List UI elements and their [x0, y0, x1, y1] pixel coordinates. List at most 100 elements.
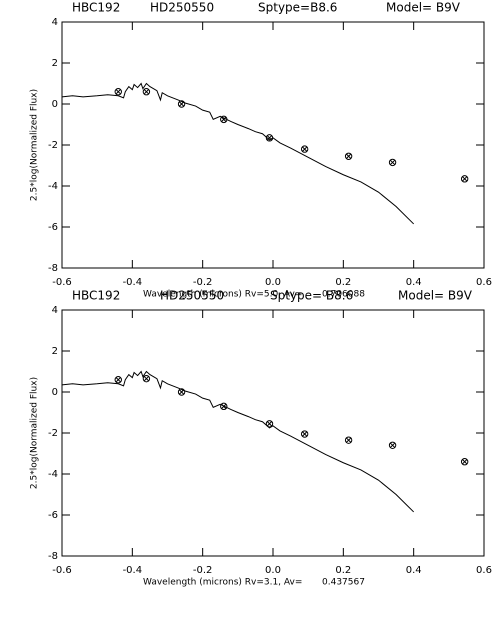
- y-tick-label: 2: [52, 346, 58, 357]
- plot-frame: [61, 309, 485, 557]
- marker-cross: [115, 377, 121, 383]
- x-axis-label: Wavelength (microns) Rv=3.1, Av=: [143, 578, 302, 588]
- y-tick-label: -4: [48, 469, 58, 480]
- observed-point: [177, 388, 186, 396]
- y-tick-label: -2: [48, 428, 58, 439]
- x-tick-label: 0.2: [335, 277, 351, 288]
- av-value: 0.706088: [322, 290, 365, 300]
- marker-circle: [460, 175, 469, 183]
- observed-point: [265, 134, 274, 142]
- observed-point: [460, 175, 469, 183]
- y-tick-label: -2: [48, 140, 58, 151]
- marker-circle: [388, 158, 397, 167]
- x-tick-label: -0.4: [123, 277, 143, 288]
- observed-point: [142, 88, 151, 96]
- observed-point: [220, 402, 228, 411]
- y-tick-label: -8: [48, 551, 58, 562]
- marker-cross: [143, 89, 149, 95]
- observed-point: [114, 88, 122, 96]
- panel: HBC192 HD250550 Sptype= B8.6 Model= B9V 4 2 0 -…: [30, 289, 492, 588]
- marker-circle: [265, 134, 274, 142]
- x-tick-label: 0.4: [406, 277, 422, 288]
- marker-cross: [346, 153, 352, 159]
- marker-cross: [462, 459, 468, 465]
- observed-point: [388, 158, 397, 167]
- y-axis-label: 2.5*log(Normalized Flux): [30, 377, 40, 489]
- y-tick-label: 2: [52, 58, 58, 69]
- y-tick-label: 0: [52, 99, 58, 110]
- y-tick-label: -4: [48, 181, 58, 192]
- observed-point: [344, 436, 353, 444]
- marker-circle: [177, 388, 186, 396]
- marker-cross: [266, 135, 273, 141]
- marker-cross: [115, 89, 121, 95]
- y-tick-label: -6: [48, 222, 58, 233]
- x-tick-label: -0.6: [52, 277, 72, 288]
- model-line: [61, 82, 415, 225]
- observed-point: [177, 100, 186, 108]
- x-tick-label: 0.4: [406, 565, 422, 576]
- marker-cross: [221, 403, 227, 409]
- header-text: HD250550: [160, 289, 224, 303]
- marker-cross: [389, 159, 396, 166]
- x-axis-label: Wavelength (microns) Rv=5.0, Av=: [143, 290, 302, 300]
- x-tick-label: -0.4: [123, 565, 143, 576]
- y-tick-label: 4: [52, 17, 58, 28]
- marker-cross: [221, 116, 227, 122]
- panel: HBC192 HD250550 Sptype=B8.6 Model= B9V 4 2 0 -2…: [30, 1, 492, 300]
- header-text: HD250550: [150, 1, 214, 15]
- header-text: Model= B9V: [398, 289, 473, 303]
- observed-point: [460, 458, 469, 466]
- x-tick-label: -0.6: [52, 565, 72, 576]
- y-tick-label: 4: [52, 305, 58, 316]
- observed-point: [114, 376, 122, 384]
- marker-cross: [302, 431, 308, 437]
- marker-cross: [178, 389, 185, 395]
- marker-circle: [220, 115, 228, 124]
- y-tick-label: -8: [48, 263, 58, 274]
- model-line: [61, 370, 415, 513]
- marker-circle: [265, 420, 274, 428]
- marker-cross: [178, 101, 185, 107]
- header-text: Sptype= B8.6: [270, 289, 353, 303]
- observed-point: [344, 152, 353, 160]
- marker-circle: [142, 374, 151, 383]
- observed-point: [388, 441, 397, 449]
- observed-point: [300, 430, 309, 438]
- header-text: Sptype=B8.6: [258, 1, 337, 15]
- x-tick-label: -0.2: [193, 277, 213, 288]
- marker-circle: [460, 458, 469, 466]
- marker-circle: [220, 402, 228, 411]
- header-text: HBC192: [72, 1, 120, 15]
- x-tick-label: 0.2: [335, 565, 351, 576]
- x-tick-label: 0.6: [476, 565, 492, 576]
- marker-cross: [389, 442, 396, 448]
- y-tick-label: -6: [48, 510, 58, 521]
- observed-point: [220, 115, 228, 124]
- y-tick-label: 0: [52, 387, 58, 398]
- marker-cross: [302, 146, 308, 152]
- marker-circle: [344, 436, 353, 444]
- header-text: Model= B9V: [386, 1, 461, 15]
- marker-circle: [388, 441, 397, 449]
- observed-point: [265, 420, 274, 428]
- y-axis-label: 2.5*log(Normalized Flux): [30, 89, 40, 201]
- observed-point: [142, 374, 151, 383]
- av-value: 0.437567: [322, 578, 365, 588]
- marker-circle: [114, 88, 122, 96]
- marker-circle: [142, 88, 151, 96]
- marker-cross: [266, 421, 273, 427]
- marker-circle: [177, 100, 186, 108]
- observed-point: [300, 145, 309, 153]
- marker-circle: [344, 152, 353, 160]
- marker-circle: [300, 430, 309, 438]
- marker-cross: [346, 437, 352, 443]
- marker-cross: [143, 376, 149, 382]
- marker-circle: [300, 145, 309, 153]
- marker-cross: [462, 176, 468, 182]
- plot-frame: [61, 21, 485, 269]
- marker-circle: [114, 376, 122, 384]
- x-tick-label: 0.6: [476, 277, 492, 288]
- header-text: HBC192: [72, 289, 120, 303]
